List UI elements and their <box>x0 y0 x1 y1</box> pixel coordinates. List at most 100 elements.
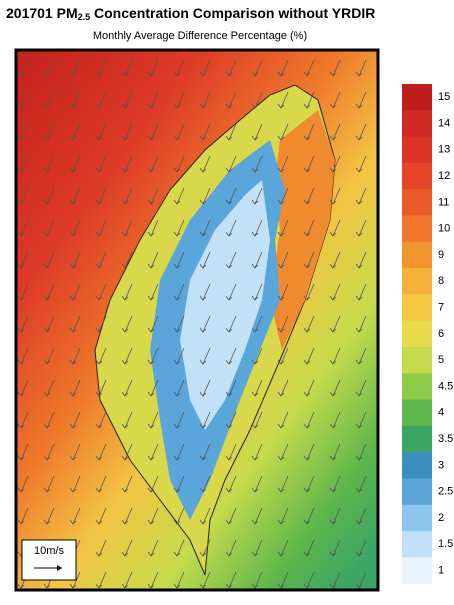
wind-arrow-head <box>251 199 259 205</box>
wind-arrow-head <box>225 103 233 109</box>
wind-arrow <box>332 443 341 461</box>
wind-arrow <box>358 475 367 493</box>
wind-arrow <box>228 187 237 205</box>
wind-arrow <box>176 379 185 397</box>
wind-arrow <box>202 219 211 237</box>
wind-arrow-head <box>95 295 103 301</box>
wind-arrow-head <box>251 295 259 301</box>
wind-arrow <box>150 443 159 461</box>
wind-arrow <box>280 443 289 461</box>
wind-arrow-head <box>147 71 155 77</box>
wind-arrow-head <box>303 455 311 461</box>
wind-arrow <box>358 571 367 589</box>
wind-arrow <box>254 443 263 461</box>
colorbar-label: 8 <box>438 275 444 287</box>
wind-arrow-head <box>17 103 25 109</box>
wind-arrow-head <box>95 263 103 269</box>
wind-arrow-head <box>147 551 155 557</box>
wind-arrow <box>254 507 263 525</box>
wind-arrow-head <box>277 71 285 77</box>
wind-arrow <box>254 379 263 397</box>
wind-arrow <box>254 571 263 589</box>
wind-legend-box <box>21 539 77 581</box>
wind-arrow-head <box>355 487 363 493</box>
wind-arrow-head <box>355 359 363 365</box>
wind-arrow <box>150 251 159 269</box>
colorbar-swatch <box>402 84 432 111</box>
wind-arrow <box>280 411 289 429</box>
wind-arrow <box>306 91 315 109</box>
wind-arrow-head <box>225 231 233 237</box>
wind-arrow <box>280 91 289 109</box>
wind-arrow <box>332 219 341 237</box>
wind-arrow <box>150 123 159 141</box>
wind-arrow-head <box>355 263 363 269</box>
wind-arrow <box>150 91 159 109</box>
wind-arrow-head <box>303 359 311 365</box>
wind-arrow-head <box>17 519 25 525</box>
colorbar-label: 3 <box>438 459 444 471</box>
wind-arrow <box>150 347 159 365</box>
wind-arrow <box>98 443 107 461</box>
wind-arrow <box>72 475 81 493</box>
wind-arrow-head <box>277 583 285 589</box>
wind-arrow <box>20 315 29 333</box>
wind-arrow <box>46 443 55 461</box>
wind-arrow-head <box>17 295 25 301</box>
colorbar-label: 12 <box>438 170 450 182</box>
colorbar-label: 4 <box>438 407 444 419</box>
wind-arrow-head <box>199 231 207 237</box>
colorbar-label: 15 <box>438 91 450 103</box>
wind-arrow <box>306 539 315 557</box>
wind-arrow-head <box>69 455 77 461</box>
wind-arrow <box>332 539 341 557</box>
wind-arrow <box>280 283 289 301</box>
wind-arrow-head <box>355 551 363 557</box>
wind-arrow-head <box>121 519 129 525</box>
wind-arrow-head <box>251 135 259 141</box>
wind-arrow <box>46 379 55 397</box>
wind-arrow-head <box>225 359 233 365</box>
wind-arrow-head <box>225 487 233 493</box>
wind-arrow <box>98 507 107 525</box>
wind-arrow <box>72 283 81 301</box>
wind-arrow <box>20 507 29 525</box>
wind-arrow-head <box>43 103 51 109</box>
wind-arrow-head <box>173 71 181 77</box>
wind-arrow <box>228 379 237 397</box>
title-sub: 2.5 <box>78 12 91 22</box>
wind-arrow <box>46 155 55 173</box>
wind-arrow-head <box>43 231 51 237</box>
wind-arrow-head <box>329 455 337 461</box>
colorbar-swatch <box>402 425 432 453</box>
wind-arrow-head <box>355 135 363 141</box>
wind-arrow <box>228 155 237 173</box>
map-frame <box>14 48 380 592</box>
wind-arrow-head <box>303 423 311 429</box>
wind-arrow-head <box>173 263 181 269</box>
wind-arrow-head <box>69 487 77 493</box>
colorbar-label: 3.5 <box>438 433 453 445</box>
wind-arrow <box>306 411 315 429</box>
wind-arrow-head <box>173 455 181 461</box>
wind-arrow-head <box>329 103 337 109</box>
wind-arrow-head <box>329 167 337 173</box>
wind-arrow-head <box>251 455 259 461</box>
colorbar-swatch <box>402 452 432 479</box>
wind-arrow <box>98 123 107 141</box>
wind-arrow-head <box>43 263 51 269</box>
wind-arrow <box>98 539 107 557</box>
wind-arrow-head <box>199 487 207 493</box>
wind-arrow-head <box>329 391 337 397</box>
wind-arrow <box>306 507 315 525</box>
wind-arrow-head <box>303 391 311 397</box>
colorbar-swatch <box>402 399 432 427</box>
wind-arrow-head <box>147 103 155 109</box>
wind-arrow-head <box>173 583 181 589</box>
wind-arrow <box>254 283 263 301</box>
wind-arrow-head <box>251 423 259 429</box>
wind-arrow-head <box>17 423 25 429</box>
wind-arrow <box>306 283 315 301</box>
wind-arrow <box>280 315 289 333</box>
wind-arrow-head <box>251 327 259 333</box>
